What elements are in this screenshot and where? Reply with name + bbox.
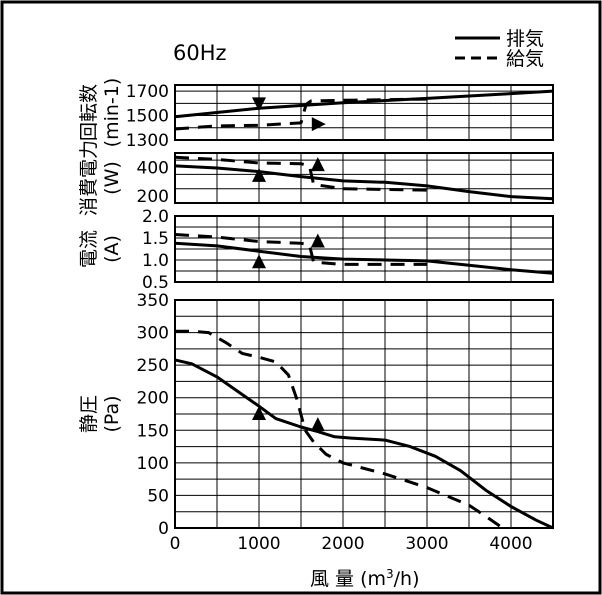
series-line-exhaust [174,164,554,201]
plot-frame-power [174,152,554,204]
series-line-exhaust [174,89,554,119]
legend: 排気 給気 [455,28,544,70]
y-tick-label: 0 [158,519,169,539]
plot-frame-speed [174,84,554,141]
x-axis-label: 風 量 (m3/h) [310,567,420,590]
series-line-exhaust [174,358,554,530]
x-tick-label: 1000 [237,534,280,554]
direction-arrow [310,417,325,432]
panel-pressure: 0 50 100 150 200 250 300 350 0 1000 2000 3000 4000 静圧… [78,291,554,554]
y-axis-unit-speed: (min-1) [101,78,123,148]
direction-arrow [310,233,325,248]
panel-power: 200 400 消費電力 (W) [78,140,554,216]
y-tick-label: 200 [137,389,169,409]
y-tick-label: 200 [137,187,169,207]
direction-arrow [311,117,326,132]
y-tick-label: 1700 [126,82,169,102]
y-tick-label: 50 [147,486,169,506]
series-line-supply [174,97,428,131]
direction-arrow [252,254,266,269]
plot-frame-current [174,215,554,283]
y-tick-label: 100 [137,454,169,474]
legend-label-supply: 給気 [506,48,544,70]
direction-arrow [252,97,266,112]
y-axis-unit-current: (A) [101,235,123,263]
frequency-label: 60Hz [173,41,227,65]
series-line-supply [175,329,504,530]
y-tick-label: 2.0 [142,207,169,227]
y-tick-label: 350 [137,291,169,311]
y-tick-label: 1.5 [142,229,169,249]
x-tick-label: 0 [170,534,181,554]
y-tick-label: 300 [137,324,169,344]
direction-arrow [252,406,266,420]
x-tick-label: 4000 [489,534,532,554]
y-axis-unit-power: (W) [101,161,123,195]
y-axis-label-speed: 回転数 [78,84,100,141]
y-tick-label: 1.0 [142,251,169,271]
series-line-exhaust [174,241,554,275]
panel-speed: 1300 1500 1700 回転数 (min-1) [78,78,554,151]
plot-frame-pressure [174,299,554,529]
panel-current: 0.51.01.52.0 電流 (A) [78,207,554,293]
y-tick-label: 400 [137,158,169,178]
series-line-supply [174,155,428,192]
legend-label-exhaust: 排気 [506,28,544,50]
y-axis-label-power: 消費電力 [78,140,100,216]
series-line-supply [174,233,427,266]
direction-arrow [252,167,266,182]
y-axis-label-pressure: 静圧 [78,395,100,433]
direction-arrow [310,157,325,172]
y-tick-label: 150 [137,421,169,441]
y-tick-label: 1500 [126,107,169,127]
y-tick-label: 1300 [126,131,169,151]
y-tick-label: 0.5 [142,273,169,293]
y-tick-label: 250 [137,356,169,376]
x-tick-label: 3000 [405,534,448,554]
y-axis-label-current: 電流 [78,230,100,268]
x-tick-label: 2000 [321,534,364,554]
y-axis-unit-pressure: (Pa) [101,395,123,432]
